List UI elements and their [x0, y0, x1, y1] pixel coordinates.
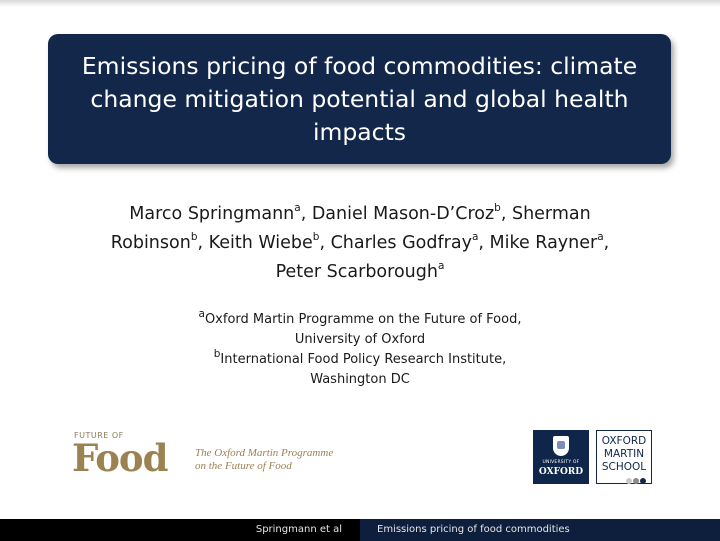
author-text: , Daniel Mason-D’Croz — [300, 204, 495, 224]
affiliation-b: bInternational Food Policy Research Inst… — [110, 347, 610, 370]
title-box: Emissions pricing of food commodities: c… — [48, 34, 671, 164]
university-of-oxford-logo: UNIVERSITY OF OXFORD — [533, 430, 589, 484]
oxford-logo-small-text: UNIVERSITY OF — [542, 460, 580, 465]
logo-small-text: FUTURE OF — [74, 431, 124, 440]
oms-line-1: OXFORD — [601, 435, 647, 447]
affiliation-marker: a — [597, 231, 604, 244]
affiliation-marker: b — [312, 231, 320, 244]
author-text: , Charles Godfray — [319, 233, 472, 253]
slide-title: Emissions pricing of food commodities: c… — [81, 51, 638, 146]
affiliation-marker: a — [437, 260, 445, 273]
affiliation-marker: a — [198, 307, 205, 320]
oms-line-2: MARTIN — [603, 448, 645, 460]
affiliation-text: Oxford Martin Programme on the Future of… — [204, 312, 522, 327]
author-line-2: Robinsonb, Keith Wiebeb, Charles Godfray… — [60, 229, 660, 258]
author-text: , — [603, 233, 610, 253]
logo-tagline: The Oxford Martin Programme on the Futur… — [195, 447, 333, 473]
author-line-3: Peter Scarborougha — [60, 258, 660, 287]
oxford-logo-word: OXFORD — [538, 467, 584, 477]
author-list: Marco Springmanna, Daniel Mason-D’Crozb,… — [60, 200, 660, 287]
affiliation-marker: b — [190, 231, 198, 244]
affiliation-marker: b — [213, 347, 221, 360]
logo-tagline-line-1: The Oxford Martin Programme — [195, 447, 334, 459]
author-text: , Sherman — [500, 204, 591, 224]
author-text: , Mike Rayner — [478, 233, 598, 253]
author-line-1: Marco Springmanna, Daniel Mason-D’Crozb,… — [60, 200, 660, 229]
oms-dot-icon — [633, 478, 639, 484]
affiliation-a: aOxford Martin Programme on the Future o… — [110, 307, 610, 330]
affiliations: aOxford Martin Programme on the Future o… — [110, 307, 610, 390]
affiliation-marker: a — [294, 202, 301, 215]
author-text: Peter Scarborough — [275, 262, 438, 282]
author-text: Marco Springmann — [129, 204, 295, 224]
oms-dot-icon — [640, 478, 646, 484]
affiliation-marker: a — [471, 231, 479, 244]
affiliation-a-line-2: University of Oxford — [294, 332, 426, 347]
oms-line-3: SCHOOL — [601, 461, 647, 473]
top-shade — [0, 0, 720, 7]
affiliation-b-line-2: Washington DC — [310, 372, 410, 387]
footer-bar: Springmann et al Emissions pricing of fo… — [0, 519, 720, 541]
affiliation-text: International Food Policy Research Insti… — [220, 352, 507, 367]
author-text: , Keith Wiebe — [197, 233, 313, 253]
affiliation-marker: b — [494, 202, 501, 215]
oms-dot-icon — [626, 478, 632, 484]
footer-title: Emissions pricing of food commodities — [360, 519, 720, 541]
crest-icon — [553, 436, 569, 456]
logo-tagline-line-2: on the Future of Food — [195, 460, 292, 472]
logo-big-text: Food — [72, 436, 168, 480]
footer-author: Springmann et al — [255, 524, 342, 535]
future-of-food-logo: FUTURE OF Food The Oxford Martin Program… — [72, 431, 364, 481]
oxford-martin-school-logo: OXFORD MARTIN SCHOOL — [596, 430, 652, 484]
author-text: Robinson — [110, 233, 191, 253]
